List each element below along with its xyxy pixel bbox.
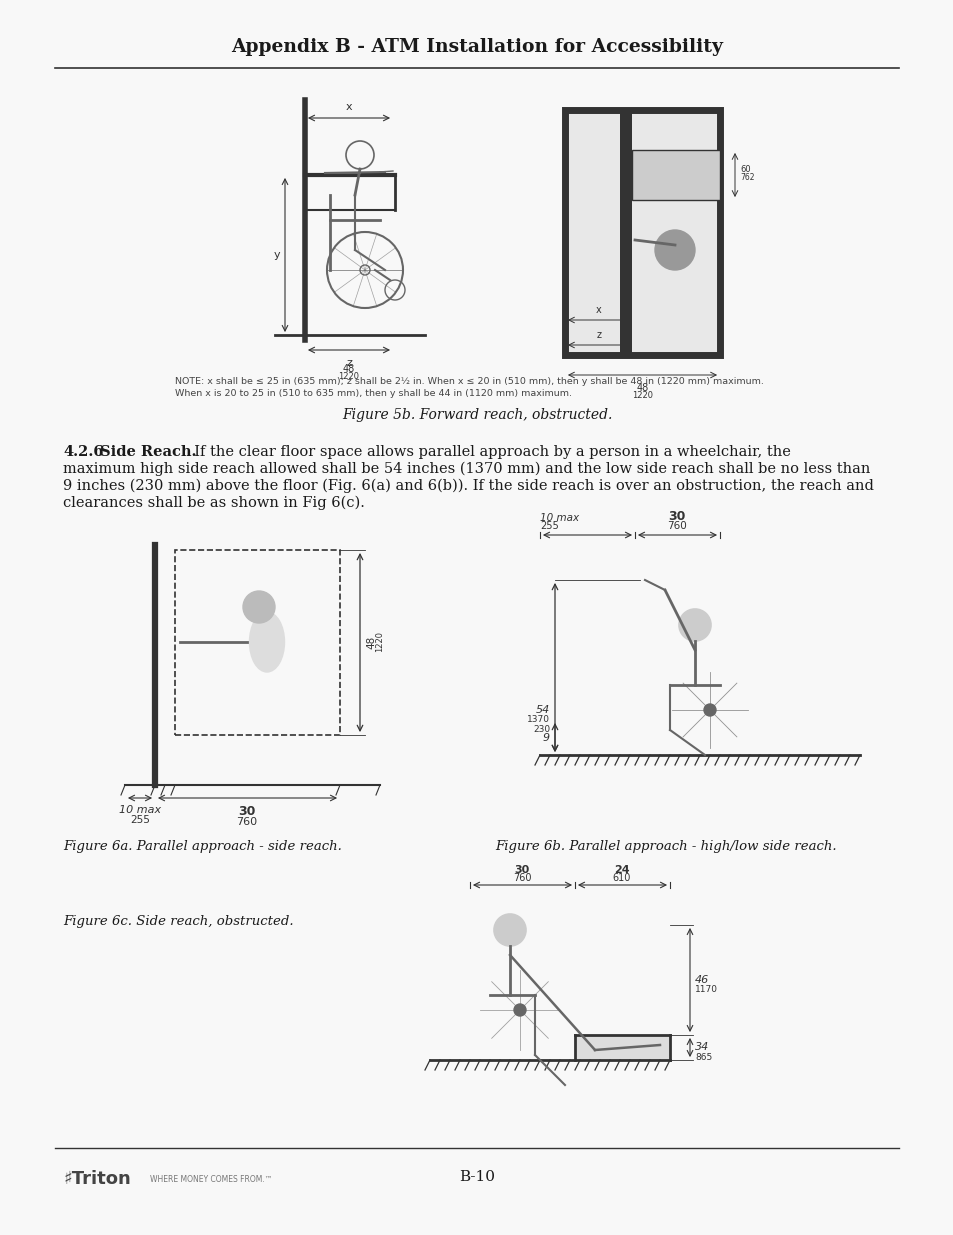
Text: 762: 762 [740, 173, 754, 183]
Text: Side Reach.: Side Reach. [100, 445, 196, 459]
Text: 54: 54 [536, 705, 550, 715]
Text: 610: 610 [612, 873, 631, 883]
Bar [631, 149, 720, 200]
Text: Figure 6c. Side reach, obstructed.: Figure 6c. Side reach, obstructed. [63, 915, 294, 927]
Text: 46: 46 [695, 974, 708, 986]
Text: 24: 24 [614, 864, 629, 876]
Text: 48: 48 [636, 383, 648, 393]
Text: NOTE: x shall be ≤ 25 in (635 mm); z shall be 2½ in. When x ≤ 20 in (510 mm), th: NOTE: x shall be ≤ 25 in (635 mm); z sha… [174, 377, 763, 387]
Bar [174, 550, 339, 735]
Text: 760: 760 [236, 818, 257, 827]
Text: x: x [345, 103, 352, 112]
Text: 30: 30 [514, 864, 529, 876]
Ellipse shape [250, 613, 284, 672]
Bar [575, 1035, 669, 1060]
Text: 10 max: 10 max [119, 805, 161, 815]
Text: 9: 9 [542, 734, 550, 743]
Text: Figure 6b. Parallel approach - high/low side reach.: Figure 6b. Parallel approach - high/low … [495, 840, 836, 853]
Text: z: z [596, 330, 601, 340]
Circle shape [243, 592, 274, 622]
Text: 30: 30 [668, 510, 685, 522]
Text: 4.2.6: 4.2.6 [63, 445, 103, 459]
Bar [564, 110, 720, 354]
Text: 760: 760 [666, 521, 686, 531]
Circle shape [514, 1004, 525, 1016]
Text: 1220: 1220 [631, 391, 652, 400]
Text: If the clear floor space allows parallel approach by a person in a wheelchair, t: If the clear floor space allows parallel… [185, 445, 790, 459]
Text: Figure 6a. Parallel approach - side reach.: Figure 6a. Parallel approach - side reac… [63, 840, 341, 853]
Text: 34: 34 [695, 1042, 708, 1052]
Text: ♯Triton: ♯Triton [63, 1170, 131, 1188]
Text: 48: 48 [366, 635, 375, 648]
Text: 60: 60 [740, 165, 750, 174]
Text: 48: 48 [342, 364, 355, 374]
Text: x: x [596, 305, 601, 315]
Text: 255: 255 [539, 521, 558, 531]
Text: 1220: 1220 [375, 631, 384, 652]
Circle shape [679, 609, 710, 641]
Circle shape [655, 230, 695, 270]
Text: Figure 5b. Forward reach, obstructed.: Figure 5b. Forward reach, obstructed. [341, 408, 612, 422]
Circle shape [703, 704, 716, 716]
Bar [619, 110, 631, 354]
Text: 1220: 1220 [338, 372, 359, 382]
Text: 10 max: 10 max [539, 513, 578, 522]
Text: Appendix B - ATM Installation for Accessibility: Appendix B - ATM Installation for Access… [231, 38, 722, 56]
Text: 255: 255 [130, 815, 150, 825]
Text: When x is 20 to 25 in (510 to 635 mm), then y shall be 44 in (1120 mm) maximum.: When x is 20 to 25 in (510 to 635 mm), t… [174, 389, 572, 398]
Text: maximum high side reach allowed shall be 54 inches (1370 mm) and the low side re: maximum high side reach allowed shall be… [63, 462, 869, 477]
Text: 1370: 1370 [526, 715, 550, 725]
Text: clearances shall be as shown in Fig 6(c).: clearances shall be as shown in Fig 6(c)… [63, 496, 364, 510]
Text: 30: 30 [238, 805, 255, 818]
Text: 1170: 1170 [695, 986, 718, 994]
Text: 865: 865 [695, 1052, 712, 1062]
Circle shape [494, 914, 525, 946]
Text: WHERE MONEY COMES FROM.™: WHERE MONEY COMES FROM.™ [150, 1174, 273, 1184]
Text: 230: 230 [533, 725, 550, 735]
Text: 760: 760 [512, 873, 531, 883]
Text: 9 inches (230 mm) above the floor (Fig. 6(a) and 6(b)). If the side reach is ove: 9 inches (230 mm) above the floor (Fig. … [63, 479, 873, 494]
Text: y: y [274, 249, 280, 261]
Text: z: z [346, 358, 352, 368]
Text: B-10: B-10 [458, 1170, 495, 1184]
